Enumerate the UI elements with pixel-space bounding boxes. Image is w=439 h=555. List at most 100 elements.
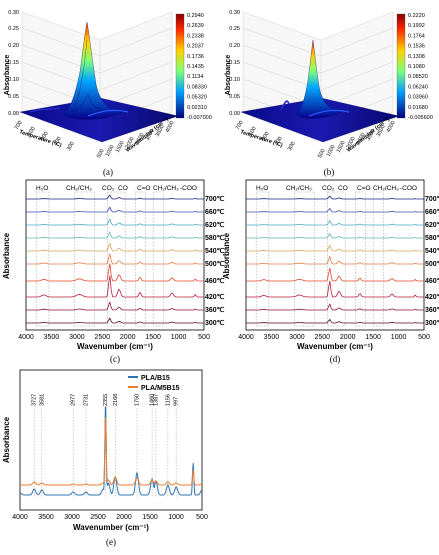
panel-a-temp-ticks: 700 600 500 400 300 <box>14 120 76 152</box>
svg-text:-0.005600: -0.005600 <box>408 115 433 121</box>
svg-text:0.15: 0.15 <box>8 60 19 66</box>
svg-text:2500: 2500 <box>95 334 111 341</box>
spectrum-trace-2 <box>246 219 424 226</box>
band-guide-2 <box>327 191 346 327</box>
svg-text:4000: 4000 <box>238 334 254 341</box>
panel-d-frame <box>245 179 425 331</box>
peak-label-1: 3581 <box>39 394 45 406</box>
svg-text:0.05: 0.05 <box>8 94 19 100</box>
band-guide-0 <box>255 191 270 327</box>
peak-label-4: 2355 <box>103 394 109 406</box>
svg-text:580℃: 580℃ <box>425 234 439 242</box>
peak-label-0: 3727 <box>32 394 38 406</box>
peak-label-2: 2977 <box>71 394 77 406</box>
peak-label-7: 1460 <box>150 394 156 406</box>
series-line-0 <box>19 406 203 496</box>
svg-text:600: 600 <box>248 126 258 137</box>
svg-text:0.08520: 0.08520 <box>408 74 428 80</box>
svg-text:1000: 1000 <box>391 334 407 341</box>
peak-label-10: 997 <box>174 397 180 406</box>
svg-text:0.2639: 0.2639 <box>187 23 204 29</box>
svg-text:1500: 1500 <box>365 334 381 341</box>
svg-text:0.01680: 0.01680 <box>408 105 428 111</box>
svg-text:0.03960: 0.03960 <box>408 95 428 101</box>
panel-e-line-chart: Absorbance 3727 3581 2977 2731 2355 2168 1750 1… <box>2 369 208 547</box>
svg-text:3000: 3000 <box>69 334 85 341</box>
spectrum-trace-0 <box>246 195 424 200</box>
svg-text:0.2940: 0.2940 <box>187 13 204 19</box>
spectrum-trace-9 <box>246 318 424 324</box>
spectrum-trace-1 <box>26 206 204 213</box>
svg-text:420℃: 420℃ <box>205 293 225 301</box>
panel-c-x-ticks: 4000 3500 3000 2500 2000 1500 1000 500 <box>18 334 210 341</box>
svg-text:0.25: 0.25 <box>229 26 240 32</box>
panel-b-z-ticks: 0.30 0.25 0.20 0.15 0.10 0.05 0.00 <box>229 10 240 117</box>
svg-text:3000: 3000 <box>145 128 156 142</box>
spectrum-trace-0 <box>26 194 204 200</box>
svg-text:420℃: 420℃ <box>425 293 439 301</box>
panel-c-y-label: Absorbance <box>2 232 11 279</box>
svg-text:400: 400 <box>274 136 284 147</box>
svg-text:3500: 3500 <box>376 124 387 138</box>
spectrum-trace-6 <box>26 263 204 282</box>
svg-text:0.08330: 0.08330 <box>187 84 207 90</box>
svg-text:0.06240: 0.06240 <box>408 84 428 90</box>
spectrum-trace-3 <box>246 232 424 239</box>
peak-label-3: 2731 <box>83 394 89 406</box>
svg-text:700: 700 <box>235 120 245 131</box>
panel-b-colorbar: 0.2220 0.1992 0.1764 0.1536 0.1308 0.108… <box>396 13 433 121</box>
svg-text:1000: 1000 <box>326 144 337 158</box>
svg-text:540℃: 540℃ <box>425 247 439 255</box>
svg-text:620℃: 620℃ <box>425 221 439 229</box>
svg-text:H₂O: H₂O <box>256 185 268 192</box>
panel-b-caption: (b) <box>324 167 335 177</box>
svg-text:0.1308: 0.1308 <box>408 54 425 60</box>
svg-text:660℃: 660℃ <box>205 208 225 216</box>
svg-text:700℃: 700℃ <box>425 195 439 203</box>
svg-text:2500: 2500 <box>315 334 331 341</box>
svg-text:0.1536: 0.1536 <box>408 44 425 50</box>
spectrum-trace-5 <box>246 255 424 265</box>
panel-b-wn-ticks: 500 1000 1500 2000 2500 3000 3500 4000 <box>317 120 397 159</box>
svg-text:1000: 1000 <box>105 144 116 158</box>
spectrum-trace-8 <box>246 303 424 311</box>
svg-text:CO: CO <box>118 185 128 192</box>
panel-c-band-guides <box>35 191 164 327</box>
svg-text:360℃: 360℃ <box>205 306 225 314</box>
panel-d-temp-labels: 700℃ 660℃ 620℃ 580℃ 540℃ 500℃ 460℃ 420℃ … <box>425 195 439 327</box>
svg-text:500: 500 <box>96 148 106 159</box>
panel-a-z-ticks: 0.30 0.25 0.20 0.15 0.10 0.05 0.00 <box>8 10 19 117</box>
svg-text:1500: 1500 <box>142 514 158 521</box>
svg-text:500: 500 <box>261 131 271 142</box>
panel-a-surface <box>19 21 179 143</box>
svg-text:0.1764: 0.1764 <box>408 33 425 39</box>
svg-text:700℃: 700℃ <box>205 195 225 203</box>
svg-text:0.30: 0.30 <box>229 10 240 16</box>
svg-text:460℃: 460℃ <box>205 277 225 285</box>
svg-text:0.1992: 0.1992 <box>408 23 425 29</box>
svg-text:H₂O: H₂O <box>36 185 48 192</box>
svg-text:C=O: C=O <box>137 185 151 192</box>
svg-text:1500: 1500 <box>115 140 126 154</box>
svg-text:0.00: 0.00 <box>229 111 240 117</box>
spectrum-trace-2 <box>26 218 204 226</box>
spectrum-trace-8 <box>26 301 204 311</box>
svg-text:0.20: 0.20 <box>229 43 240 49</box>
series-line-1 <box>20 417 203 486</box>
spectrum-trace-4 <box>246 244 424 252</box>
panel-d-traces <box>246 195 424 324</box>
svg-text:500℃: 500℃ <box>205 260 225 268</box>
svg-text:1500: 1500 <box>145 334 161 341</box>
panel-d-caption: (d) <box>330 354 341 364</box>
svg-text:500: 500 <box>418 334 430 341</box>
svg-text:0.05320: 0.05320 <box>187 95 207 101</box>
svg-text:1500: 1500 <box>336 140 347 154</box>
panel-b-z-label: Absorbance <box>225 55 232 96</box>
svg-text:3000: 3000 <box>64 514 80 521</box>
svg-text:2500: 2500 <box>356 132 367 146</box>
svg-text:2000: 2000 <box>125 136 136 150</box>
svg-text:0.25: 0.25 <box>8 26 19 32</box>
peak-label-6: 1750 <box>135 394 141 406</box>
svg-text:1000: 1000 <box>171 334 187 341</box>
svg-text:2000: 2000 <box>340 334 356 341</box>
